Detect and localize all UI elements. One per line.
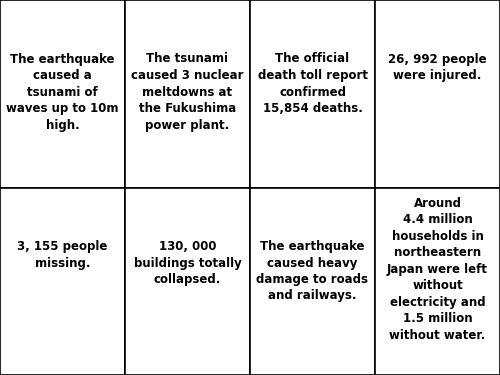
Text: The official
death toll report
confirmed
15,854 deaths.: The official death toll report confirmed…: [258, 53, 368, 115]
Bar: [375, 188, 500, 375]
Text: 26, 992 people
were injured.: 26, 992 people were injured.: [388, 53, 487, 82]
Bar: [125, 188, 250, 375]
Bar: [375, 0, 500, 188]
Bar: [250, 188, 375, 375]
Text: The earthquake
caused a
tsunami of
waves up to 10m
high.: The earthquake caused a tsunami of waves…: [6, 53, 119, 132]
Bar: [0, 188, 125, 375]
Text: The earthquake
caused heavy
damage to roads
and railways.: The earthquake caused heavy damage to ro…: [256, 240, 368, 303]
Text: Around
4.4 million
households in
northeastern
Japan were left
without
electricit: Around 4.4 million households in northea…: [387, 197, 488, 342]
Bar: [250, 0, 375, 188]
Text: 3, 155 people
missing.: 3, 155 people missing.: [18, 240, 108, 270]
Bar: [0, 0, 125, 188]
Text: The tsunami
caused 3 nuclear
meltdowns at
the Fukushima
power plant.: The tsunami caused 3 nuclear meltdowns a…: [131, 53, 244, 132]
Text: 130, 000
buildings totally
collapsed.: 130, 000 buildings totally collapsed.: [134, 240, 242, 286]
Bar: [125, 0, 250, 188]
